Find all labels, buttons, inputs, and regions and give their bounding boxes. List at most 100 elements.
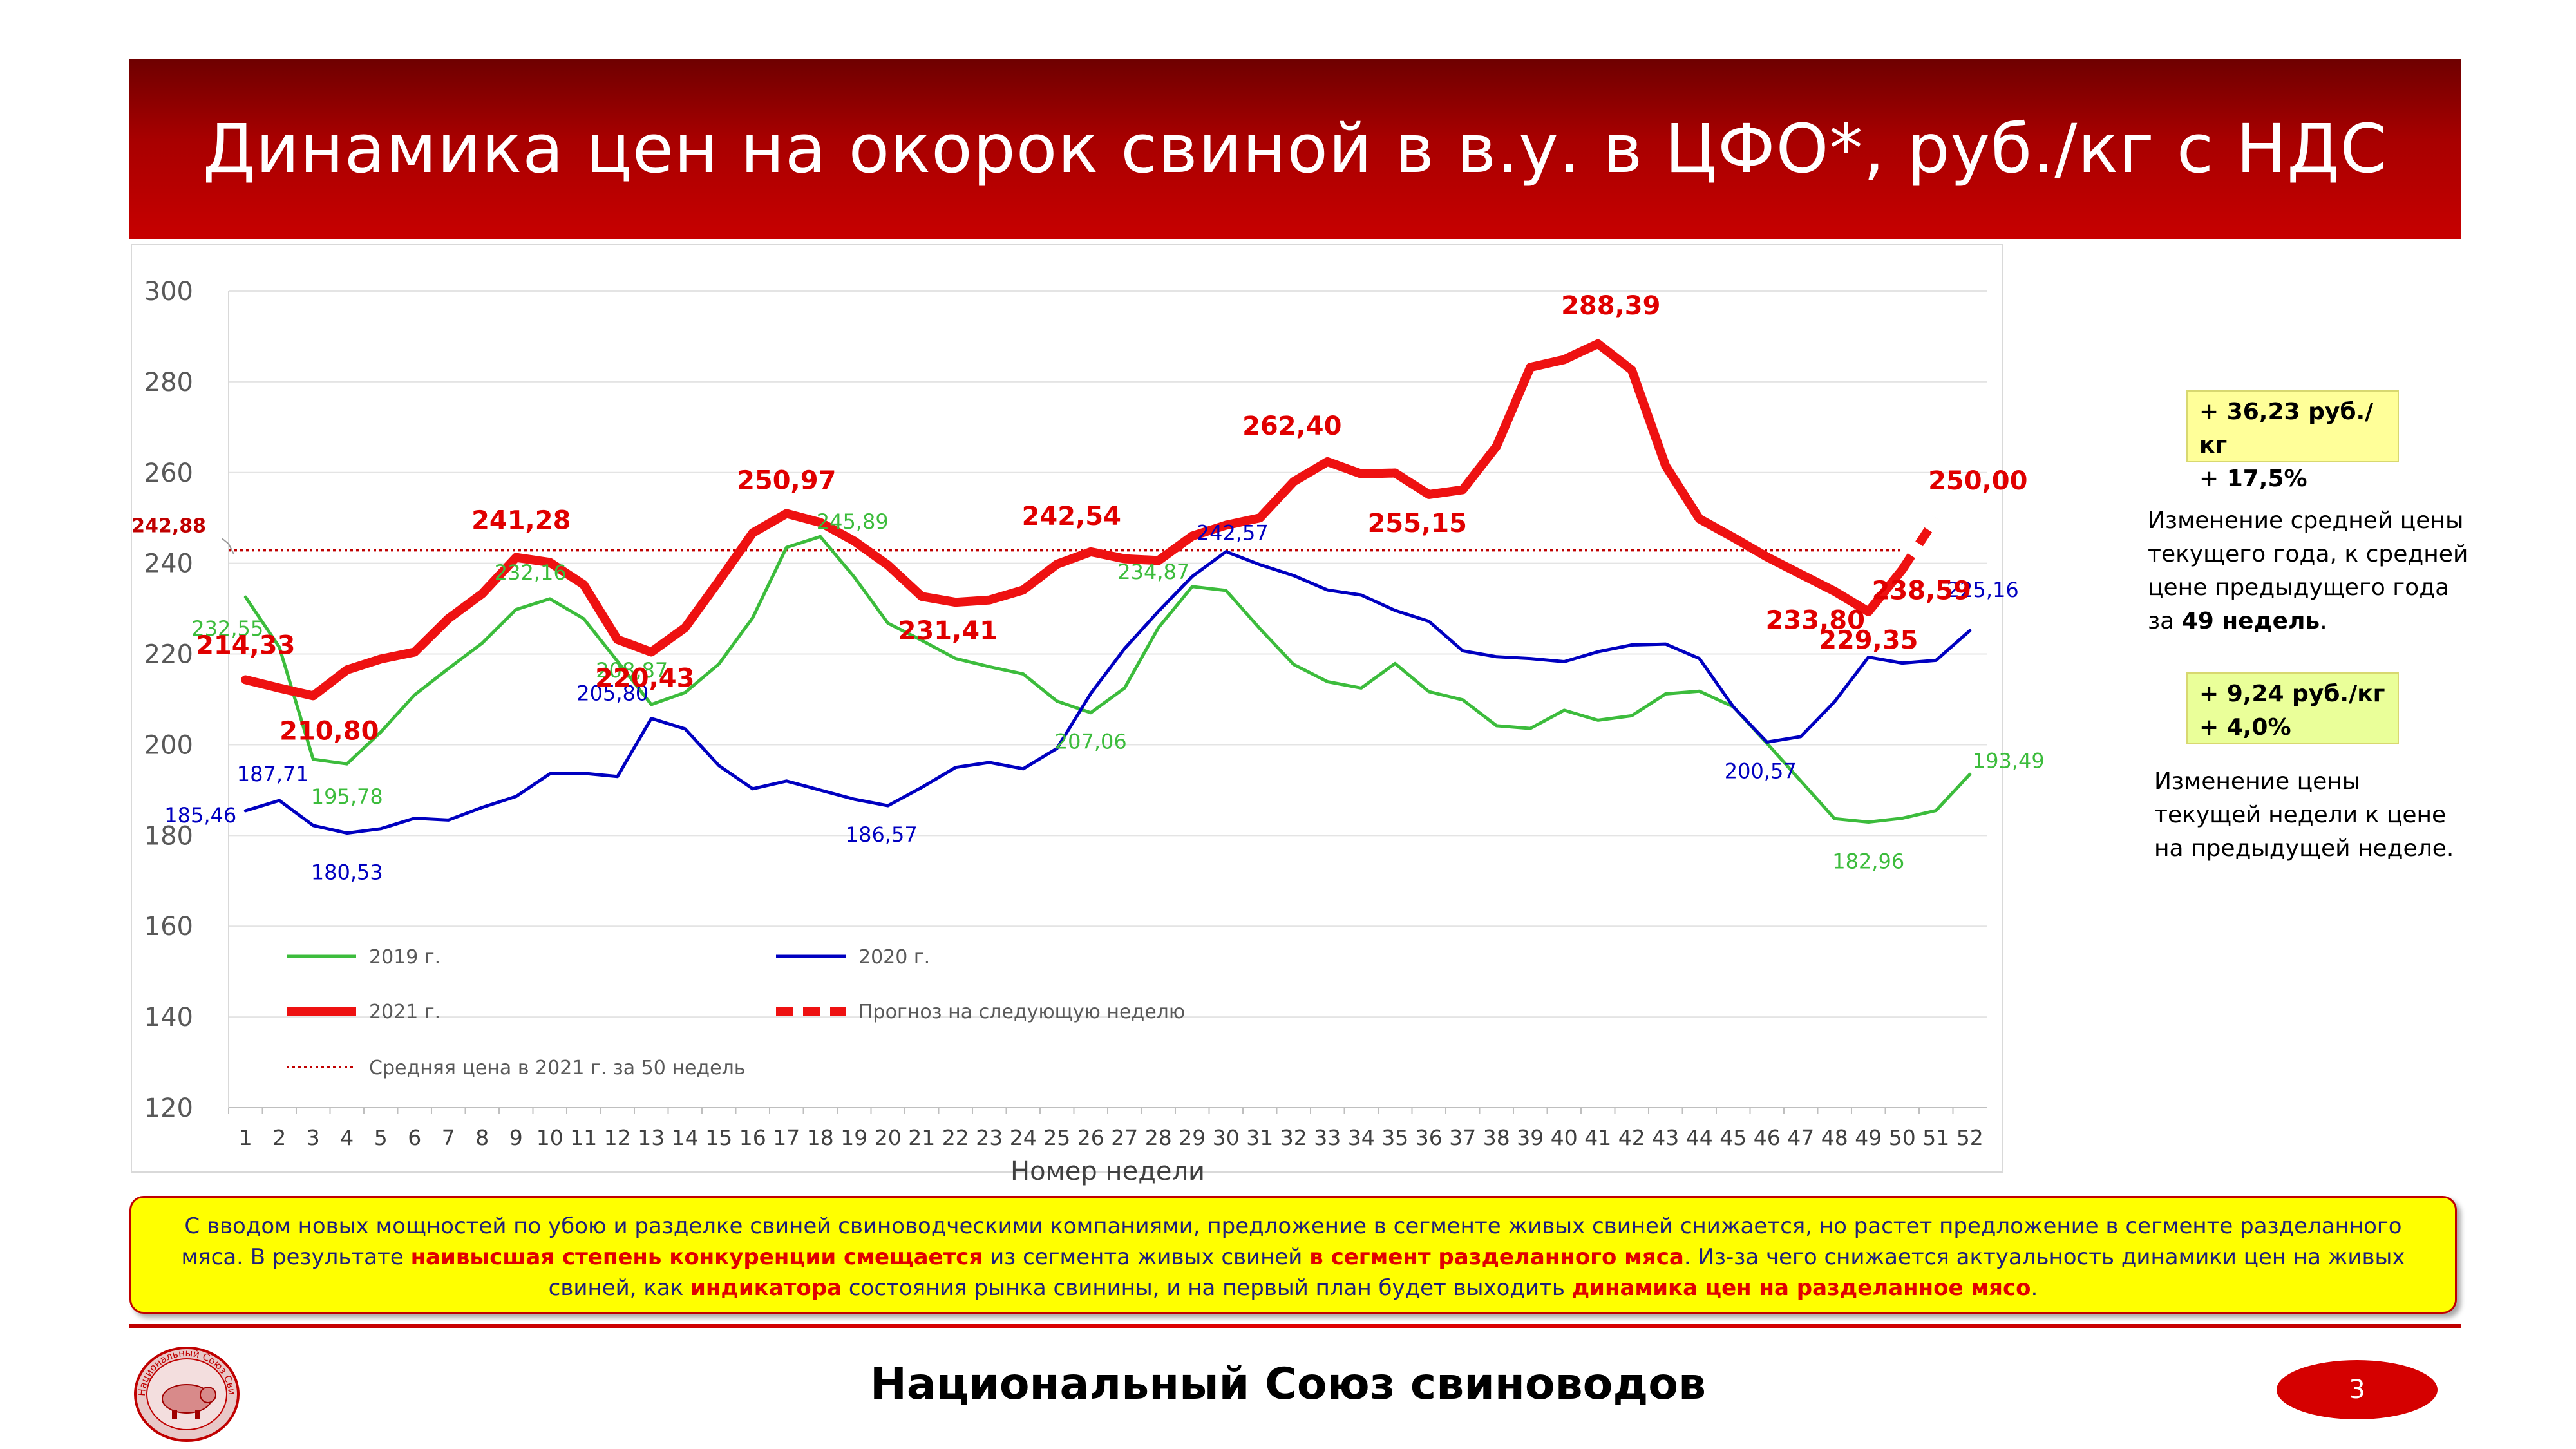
data-label-y2020: 185,46 [164,803,236,828]
summary-highlight-4: динамика цен на разделанное мясо [1571,1275,2031,1301]
x-tick-label: 27 [1111,1125,1138,1150]
y-tick-label: 260 [144,459,193,488]
x-tick-label: 37 [1449,1125,1476,1150]
x-tick-label: 11 [570,1125,597,1150]
title-bar: Динамика цен на окорок свиной в в.у. в Ц… [129,59,2461,239]
x-tick-label: 52 [1956,1125,1984,1150]
data-label-y2021: 262,40 [1242,412,1341,441]
summary-box: С вводом новых мощностей по убою и разде… [129,1196,2457,1314]
x-tick-label: 20 [875,1125,902,1150]
footer-divider [129,1324,2461,1328]
x-tick-label: 5 [374,1125,388,1150]
x-tick-label: 6 [408,1125,421,1150]
x-tick-label: 29 [1179,1125,1206,1150]
data-label-y2019: 245,89 [817,509,889,534]
x-tick-label: 3 [307,1125,320,1150]
data-label-y2019: 232,16 [495,560,567,585]
week-change-note: Изменение цены текущей недели к цене на … [2154,768,2454,862]
data-label-y2020: 205,80 [576,681,649,706]
y-tick-label: 200 [144,730,193,760]
x-tick-label: 41 [1584,1125,1611,1150]
x-tick-label: 30 [1213,1125,1240,1150]
y-tick-label: 140 [144,1003,193,1032]
data-label-y2021: 214,33 [196,630,295,660]
data-label-y2021: 288,39 [1561,291,1660,321]
x-tick-label: 17 [773,1125,800,1150]
average-label: 242,88 [131,515,206,537]
x-tick-label: 32 [1280,1125,1307,1150]
avg-change-box: + 36,23 руб./кг + 17,5% [2186,390,2399,492]
x-tick-label: 31 [1246,1125,1273,1150]
legend-2019-label: 2019 г. [369,946,440,969]
x-tick-label: 15 [705,1125,732,1150]
page-number: 3 [2277,1360,2438,1419]
data-label-y2021: 233,80 [1766,605,1865,635]
legend-2020-label: 2020 г. [858,946,930,969]
data-label-y2021: 250,97 [737,466,836,495]
summary-highlight-3: индикатора [690,1275,842,1301]
x-tick-label: 50 [1889,1125,1916,1150]
x-tick-label: 44 [1686,1125,1713,1150]
week-change-box: + 9,24 руб./кг + 4,0% [2186,672,2399,744]
data-label-y2020: 187,71 [237,762,309,786]
x-tick-label: 2 [272,1125,286,1150]
data-label-y2019: 208,87 [596,658,668,683]
y-tick-label: 180 [144,821,193,851]
legend-average-label: Средняя цена в 2021 г. за 50 недель [369,1057,746,1079]
y-tick-label: 120 [144,1094,193,1123]
data-label-y2020: 186,57 [846,822,918,847]
x-tick-label: 26 [1077,1125,1104,1150]
x-tick-label: 12 [604,1125,631,1150]
page-title: Динамика цен на окорок свиной в в.у. в Ц… [202,109,2388,188]
data-label-y2019: 195,78 [311,784,383,809]
x-tick-label: 7 [442,1125,455,1150]
x-tick-label: 43 [1652,1125,1679,1150]
x-tick-label: 25 [1043,1125,1070,1150]
line-2019 [243,535,1972,824]
data-label-y2021: 210,80 [279,716,379,746]
x-tick-label: 34 [1348,1125,1375,1150]
x-tick-label: 46 [1754,1125,1781,1150]
data-label-y2021: 255,15 [1368,509,1467,538]
organization-name: Национальный Союз свиноводов [869,1359,1707,1410]
y-tick-label: 280 [144,368,193,397]
x-tick-label: 47 [1787,1125,1814,1150]
x-tick-label: 48 [1821,1125,1848,1150]
pig-icon: Национальный Союз Свиноводов [132,1346,240,1442]
x-tick-label: 35 [1381,1125,1408,1150]
data-label-y2019: 207,06 [1055,730,1127,754]
y-tick-label: 300 [144,277,193,307]
x-tick-label: 23 [976,1125,1003,1150]
data-label-y2020: 200,57 [1725,759,1797,783]
data-label-y2021: 229,35 [1819,626,1918,656]
x-tick-label: 1 [239,1125,252,1150]
y-tick-label: 240 [144,549,193,579]
summary-highlight-1: наивысшая степень конкуренции смещается [410,1244,983,1270]
x-tick-label: 19 [840,1125,867,1150]
x-axis-title: Номер недели [1010,1157,1205,1186]
week-change-rub: + 9,24 руб./кг [2199,681,2385,707]
x-tick-label: 33 [1314,1125,1341,1150]
data-label-y2021: 231,41 [898,616,998,646]
avg-change-period: 49 недель [2181,608,2320,634]
data-label-y2020: 242,57 [1197,521,1269,545]
x-tick-label: 40 [1551,1125,1578,1150]
x-tick-label: 4 [340,1125,354,1150]
data-label-y2019: 234,87 [1117,560,1189,584]
x-tick-label: 36 [1416,1125,1443,1150]
x-tick-label: 14 [672,1125,699,1150]
x-tick-label: 13 [638,1125,665,1150]
average-leader [222,538,234,554]
data-label-y2021: 238,59 [1872,576,1971,606]
data-label-y2021: 220,43 [595,664,694,694]
legend-forecast-label: Прогноз на следующую неделю [858,1001,1185,1023]
chart-frame [131,244,2003,1173]
data-label-y2020: 225,16 [1947,578,2019,602]
line-2020 [243,550,1972,835]
x-tick-label: 9 [509,1125,523,1150]
data-label-y2021: 250,00 [1928,466,2027,496]
line-forecast [1898,515,1940,573]
x-tick-label: 45 [1719,1125,1747,1150]
x-tick-label: 28 [1145,1125,1172,1150]
